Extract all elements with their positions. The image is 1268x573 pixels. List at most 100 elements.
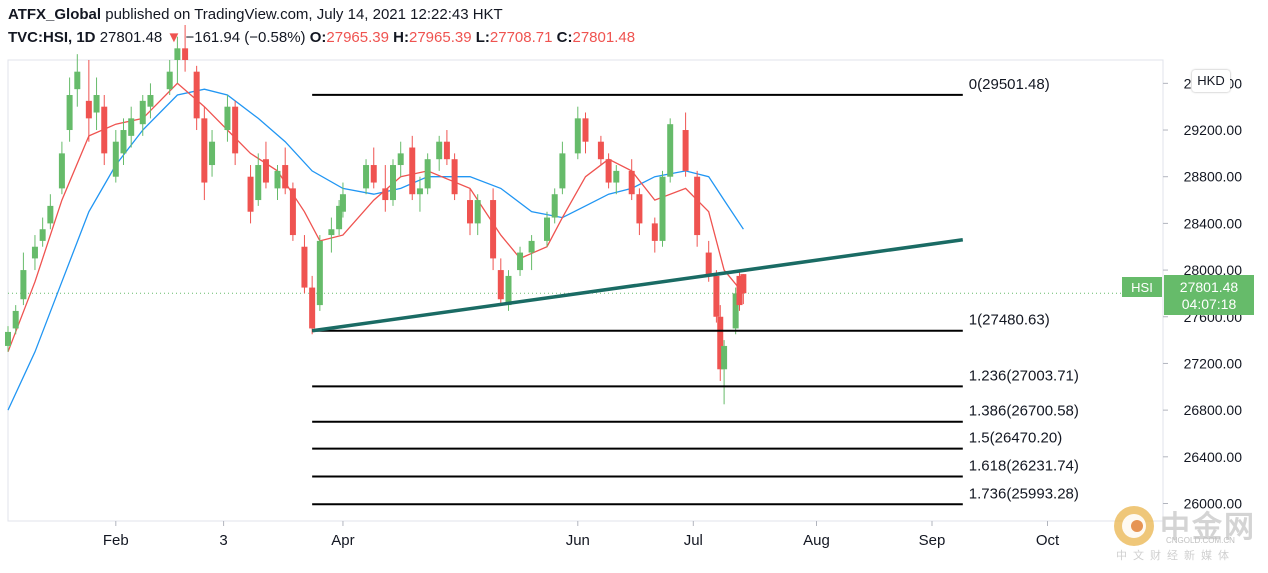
candle-body <box>101 106 108 154</box>
candle-body <box>694 176 701 236</box>
candle-body <box>301 246 308 288</box>
y-tick-label: 28400.00 <box>1184 215 1243 231</box>
x-tick-label: Feb <box>103 532 129 549</box>
candle-body <box>667 124 674 177</box>
candle-body <box>363 165 370 189</box>
candle-body <box>328 229 335 236</box>
candle-body <box>551 194 558 218</box>
x-tick-label: Sep <box>919 532 946 549</box>
x-tick-label: Apr <box>331 532 354 549</box>
price-tag-value: 27801.48 <box>1180 279 1239 295</box>
candle-body <box>713 275 720 317</box>
chart-frame <box>7 59 1164 522</box>
candle-body <box>232 106 239 154</box>
y-tick-label: 28800.00 <box>1184 169 1243 185</box>
symbol-label[interactable]: TVC:HSI, 1D <box>8 29 96 46</box>
fib-extension[interactable]: 0(29501.48) 1(27480.63) 1.236(27003.71) 1.3… <box>312 76 1079 506</box>
candle-body <box>397 153 404 166</box>
candle-body <box>490 200 497 259</box>
ma-slow-line <box>7 88 744 411</box>
publisher-name[interactable]: ATFX_Global <box>8 6 102 23</box>
fib-level-label: 1.5(26470.20) <box>969 430 1062 447</box>
low-label: L: <box>475 29 490 46</box>
candle-body <box>93 95 100 113</box>
x-tick-label: Jun <box>566 532 590 549</box>
candle-body <box>424 159 431 189</box>
candle-body <box>66 95 73 131</box>
candle-body <box>517 252 524 271</box>
last-price-tag: HSI 27801.48 04:07:18 <box>1122 275 1254 315</box>
candle-body <box>339 194 346 212</box>
fib-level-label: 1(27480.63) <box>969 312 1050 329</box>
candle-body <box>289 188 296 236</box>
candle-body <box>309 287 316 329</box>
y-tick-label: 26400.00 <box>1184 449 1243 465</box>
plot-border <box>7 59 1164 522</box>
open-value: 27965.39 <box>326 29 389 46</box>
symbol-tag-box <box>1122 277 1162 297</box>
candle-body <box>436 141 443 160</box>
candle-body <box>193 71 200 119</box>
ohlc-legend: TVC:HSI, 1D 27801.48 ▼ −161.94 (−0.58%) … <box>8 29 635 46</box>
close-label: C: <box>556 29 573 46</box>
candle-body <box>74 71 81 90</box>
last-price: 27801.48 <box>99 29 163 46</box>
time-axis[interactable]: Feb 3 Apr Jun Jul Aug Sep Oct <box>103 521 1060 549</box>
watermark-tagline: 中文财经新媒体 <box>1116 549 1235 562</box>
candle-body <box>443 141 450 160</box>
candle-body <box>705 252 712 276</box>
y-tick-label: 28000.00 <box>1184 262 1243 278</box>
y-tick-label: 29200.00 <box>1184 122 1243 138</box>
candle-body <box>182 48 189 60</box>
open-label: O: <box>309 29 327 46</box>
candle-body <box>390 165 396 201</box>
candle-body <box>636 194 643 224</box>
y-tick-label: 27200.00 <box>1184 355 1243 371</box>
publish-info: ATFX_Global published on TradingView.com… <box>8 6 503 23</box>
candle-body <box>20 270 27 300</box>
y-tick-label: 26000.00 <box>1184 495 1243 511</box>
candle-body <box>559 153 566 189</box>
price-tag-box <box>1164 275 1254 315</box>
candle-body <box>247 176 254 212</box>
trendline-drawing[interactable] <box>311 237 964 333</box>
candle-body <box>717 316 724 370</box>
candle-body <box>382 188 389 201</box>
fib-level-label: 1.386(26700.58) <box>969 403 1079 420</box>
candle-body <box>39 229 46 241</box>
x-tick-label: Jul <box>684 532 703 549</box>
x-tick-label: Oct <box>1036 532 1060 549</box>
moving-averages <box>7 82 744 411</box>
candle-body <box>528 240 535 253</box>
watermark-name: 中金网 <box>1160 510 1256 545</box>
candle-body <box>262 159 269 183</box>
candle-body <box>166 71 173 90</box>
candle-body <box>682 130 689 171</box>
price-tag-countdown: 04:07:18 <box>1182 296 1237 312</box>
candle-body <box>274 170 281 189</box>
candle-body <box>613 170 620 183</box>
candle-body <box>120 130 127 154</box>
candle-body <box>316 240 323 306</box>
candle-body <box>85 100 92 119</box>
candle-body <box>474 200 481 224</box>
candle-body <box>336 205 343 230</box>
candle-body <box>467 200 473 224</box>
x-tick-label: Aug <box>803 532 830 549</box>
candle-body <box>497 270 504 300</box>
candle-body <box>505 275 512 306</box>
currency-badge[interactable]: HKD <box>1192 70 1230 92</box>
candle-body <box>58 153 65 189</box>
candle-body <box>282 165 289 189</box>
candle-body <box>409 147 416 195</box>
fib-level-label: 1.618(26231.74) <box>969 457 1079 474</box>
candle-body <box>174 48 181 60</box>
y-tick-label: 26800.00 <box>1184 402 1243 418</box>
candle-body <box>416 188 423 195</box>
candle-body <box>12 310 19 329</box>
candle-body <box>721 345 728 370</box>
high-label: H: <box>393 29 409 46</box>
high-value: 27965.39 <box>408 29 472 46</box>
candle-body <box>128 118 135 136</box>
